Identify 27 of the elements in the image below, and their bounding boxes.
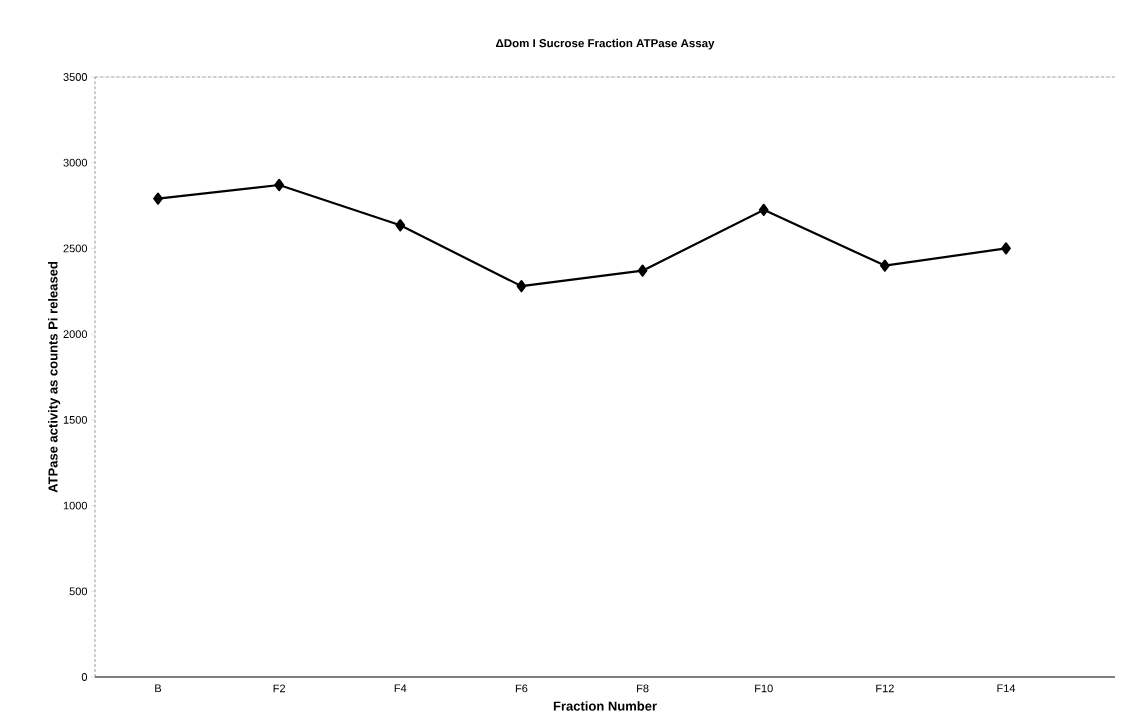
x-tick-label: F12 — [876, 684, 894, 693]
point — [637, 264, 648, 277]
x-tick-label: F6 — [515, 684, 528, 693]
y-tick-label: 2000 — [63, 330, 88, 339]
y-axis-title: ATPase activity as counts Pi released — [48, 262, 61, 493]
y-tick-label: 0 — [81, 673, 88, 681]
y-tick-label: 1000 — [63, 501, 88, 510]
x-tick-label: F4 — [394, 684, 407, 693]
point — [395, 219, 406, 232]
point — [880, 259, 890, 272]
y-tick-label: 3000 — [63, 158, 88, 167]
x-tick-label: F8 — [637, 684, 649, 693]
x-tick-label: F14 — [997, 684, 1016, 693]
point — [758, 203, 769, 216]
y-tick-label: 3500 — [63, 73, 88, 81]
x-tick-label: B — [155, 684, 162, 693]
y-tick-label: 500 — [69, 587, 88, 596]
x-axis-title: Fraction Number — [553, 701, 657, 711]
point — [274, 178, 284, 192]
point — [1001, 242, 1011, 255]
y-tick-label: 2500 — [63, 244, 88, 253]
x-tick-label: F2 — [273, 684, 286, 693]
chart-title: ΔDom I Sucrose Fraction ATPase Assay — [496, 38, 715, 50]
y-tick-label: 1500 — [63, 415, 88, 424]
point — [153, 192, 163, 205]
point — [516, 280, 527, 293]
x-tick-label: F10 — [755, 684, 773, 693]
